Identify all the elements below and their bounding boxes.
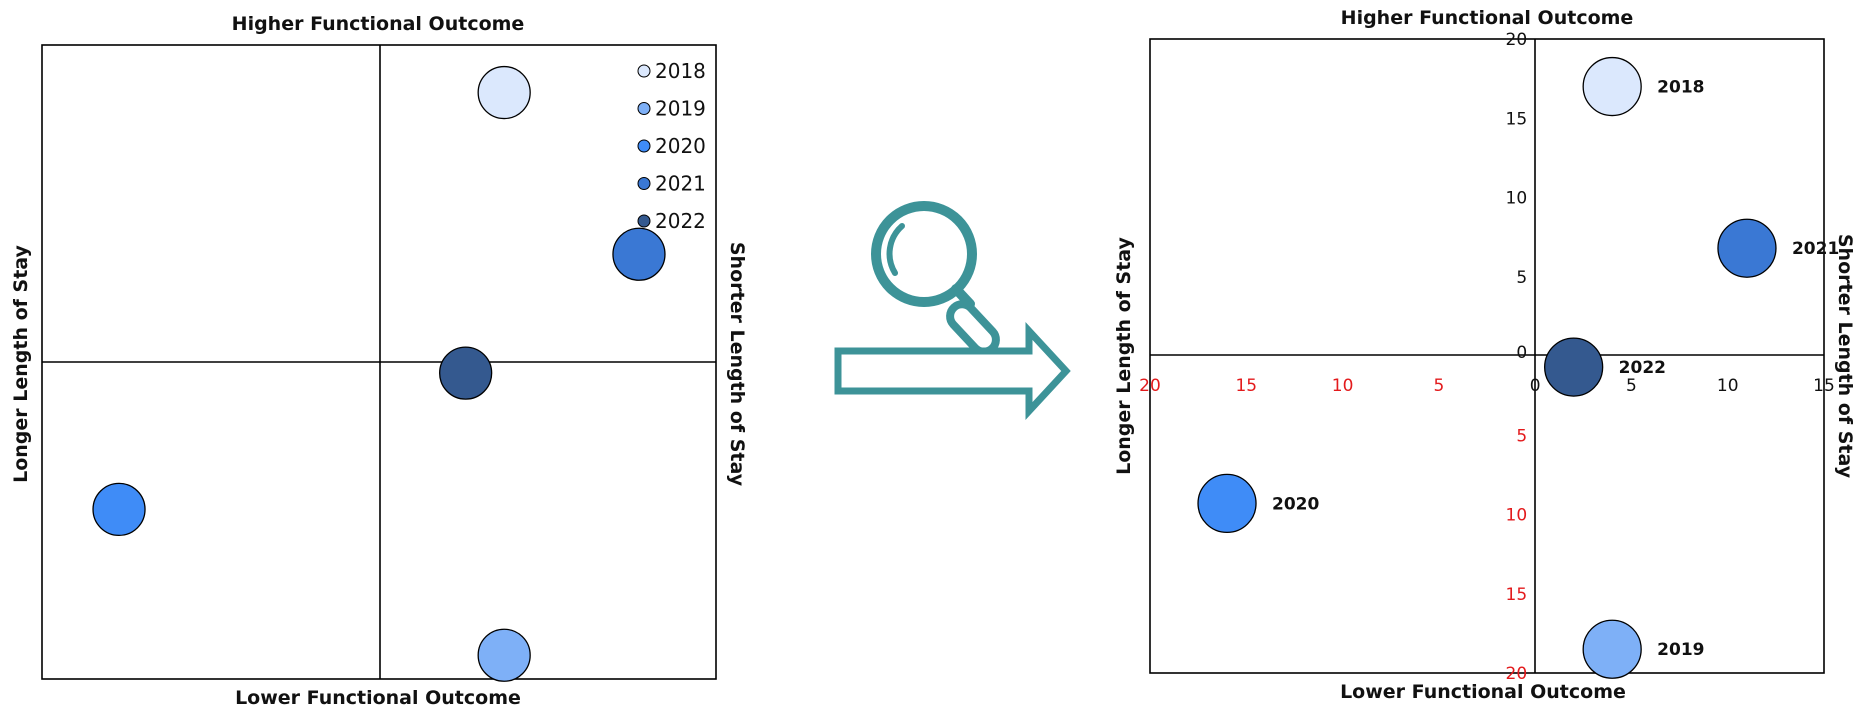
left-ylabel-right: Shorter Length of Stay [726, 242, 748, 487]
point-label-2019: 2019 [1657, 640, 1704, 660]
legend-label-2018: 2018 [655, 59, 706, 83]
left-point-2020 [92, 482, 146, 537]
quadrant-chart-left: Higher Functional Outcome Lower Function… [10, 13, 748, 707]
point-label-2020: 2020 [1272, 494, 1319, 514]
point-label-2022: 2022 [1619, 358, 1666, 378]
left-legend: 2018 2019 2020 2021 2022 [637, 59, 706, 233]
left-title: Higher Functional Outcome [232, 13, 525, 35]
y-tick-label: 10 [1506, 506, 1528, 526]
x-tick-label: 15 [1813, 376, 1835, 396]
right-plot-frame [1149, 38, 1825, 674]
magnifier-icon [871, 201, 1000, 356]
legend-marker-2022 [637, 214, 651, 228]
legend-label-2019: 2019 [655, 97, 706, 121]
left-point-2022 [439, 346, 493, 400]
left-point-2018 [477, 65, 531, 120]
x-tick-label: 15 [1235, 376, 1257, 396]
y-tick-label: 5 [1516, 426, 1527, 446]
right-arrow-icon [834, 322, 1071, 420]
right-ylabel: Longer Length of Stay [1113, 236, 1135, 474]
legend-label-2022: 2022 [655, 209, 706, 233]
legend-marker-2018 [637, 64, 651, 78]
x-tick-label: 10 [1332, 376, 1354, 396]
left-point-2019 [477, 628, 531, 682]
y-tick-label: 20 [1506, 30, 1528, 50]
y-tick-label: 0 [1516, 343, 1527, 363]
right-points: 2018 2019 2020 2021 2022 [1197, 56, 1839, 679]
right-point-2018 [1582, 56, 1642, 117]
legend-label-2021: 2021 [655, 172, 706, 196]
y-tick-label: 15 [1506, 109, 1528, 129]
x-tick-label: 20 [1139, 376, 1161, 396]
right-point-2021 [1717, 218, 1777, 278]
y-tick-label: 10 [1506, 189, 1528, 209]
left-points [92, 65, 666, 682]
legend-marker-2019 [637, 102, 651, 115]
right-point-2019 [1582, 619, 1642, 679]
x-tick-label: 10 [1717, 376, 1739, 396]
y-tick-label: 15 [1506, 585, 1528, 605]
right-title: Higher Functional Outcome [1341, 7, 1634, 29]
legend-marker-2020 [637, 139, 651, 153]
y-tick-label: 5 [1516, 268, 1527, 288]
right-ticks: 20 15 10 5 0 5 10 15 20 15 10 5 5 10 15 20 0 [1139, 30, 1835, 684]
quadrant-chart-right: Higher Functional Outcome Lower Function… [1113, 7, 1856, 703]
x-tick-label: 0 [1530, 376, 1541, 396]
right-ylabel-right: Shorter Length of Stay [1834, 234, 1856, 479]
left-point-2021 [612, 227, 666, 281]
right-xlabel: Lower Functional Outcome [1340, 681, 1626, 703]
left-ylabel: Longer Length of Stay [10, 244, 32, 482]
left-xlabel: Lower Functional Outcome [235, 687, 521, 707]
y-tick-label: 20 [1506, 664, 1528, 684]
x-tick-label: 5 [1626, 376, 1637, 396]
x-tick-label: 5 [1433, 376, 1444, 396]
right-point-2020 [1197, 473, 1257, 534]
right-point-2022 [1544, 337, 1604, 397]
point-label-2018: 2018 [1657, 78, 1704, 98]
point-label-2021: 2021 [1792, 239, 1839, 259]
legend-marker-2021 [637, 177, 651, 190]
legend-label-2020: 2020 [655, 134, 706, 158]
